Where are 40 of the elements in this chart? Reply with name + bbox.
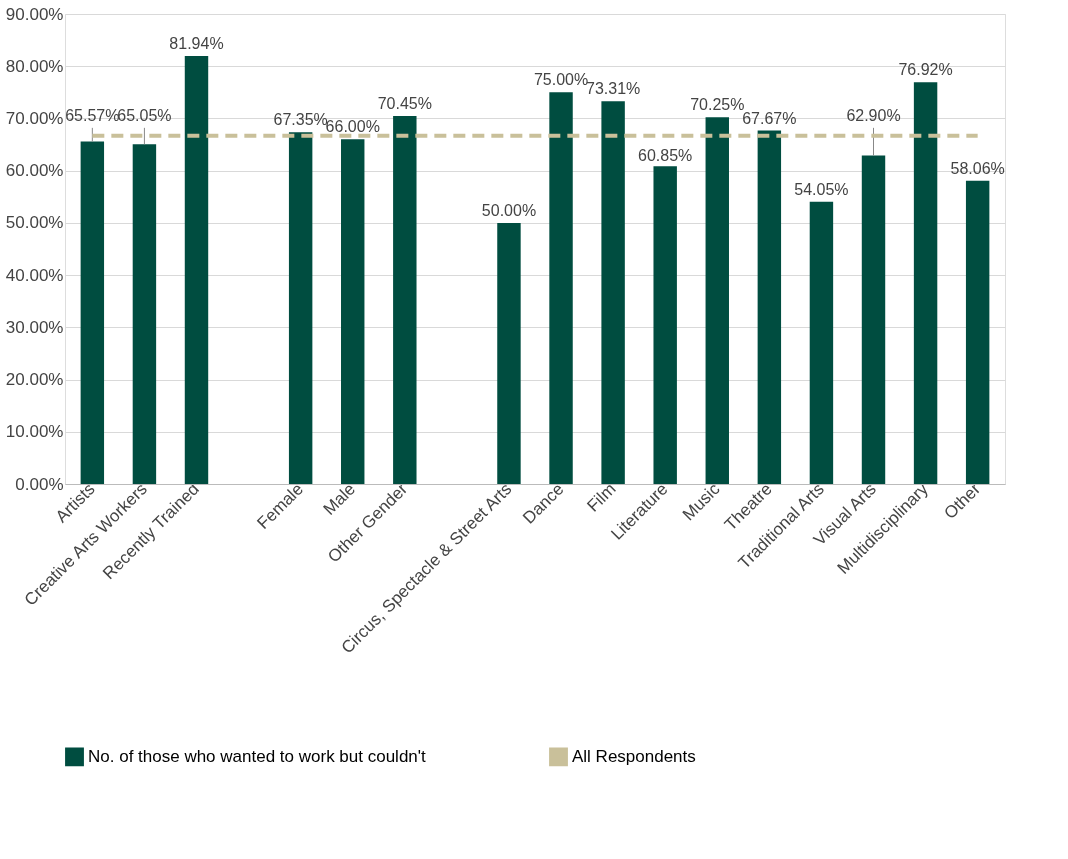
- data-label: 75.00%: [533, 71, 589, 89]
- data-label: 60.85%: [638, 147, 693, 165]
- bar: [653, 166, 677, 484]
- bar: [601, 101, 625, 484]
- y-tick-label: 10.00%: [5, 422, 64, 442]
- y-tick-label: 20.00%: [5, 370, 64, 390]
- bar: [913, 82, 938, 484]
- data-label: 58.06%: [950, 159, 1005, 177]
- bar: [341, 139, 365, 484]
- bar: [80, 141, 105, 484]
- data-label: 65.57%: [65, 106, 120, 124]
- data-label: 62.90%: [846, 106, 901, 124]
- bar: [497, 222, 521, 484]
- y-tick-label: 40.00%: [5, 265, 64, 285]
- bar: [393, 116, 417, 484]
- data-label: 81.94%: [169, 35, 224, 53]
- y-tick-label: 80.00%: [5, 56, 64, 76]
- bar: [809, 201, 834, 484]
- data-label: 67.67%: [742, 109, 797, 127]
- y-tick-label: 90.00%: [5, 4, 64, 24]
- data-label: 70.25%: [690, 96, 745, 114]
- y-tick-label: 60.00%: [5, 161, 64, 181]
- y-tick-label: 30.00%: [5, 317, 64, 337]
- data-label: 54.05%: [794, 180, 849, 198]
- bar: [184, 56, 209, 484]
- bar: [705, 117, 729, 484]
- data-label: 70.45%: [377, 95, 432, 113]
- y-tick-label: 50.00%: [5, 213, 64, 233]
- legend-label: No. of those who wanted to work but couldn't: [88, 746, 427, 766]
- bar: [965, 180, 990, 484]
- data-label: 65.05%: [117, 106, 172, 124]
- data-label: 76.92%: [898, 61, 953, 79]
- y-tick-label: 70.00%: [5, 108, 64, 128]
- data-label: 50.00%: [481, 201, 537, 219]
- bar: [861, 155, 886, 484]
- legend-label: All Respondents: [572, 746, 696, 766]
- bar: [288, 132, 313, 484]
- bar: [132, 144, 157, 484]
- bar: [757, 130, 782, 484]
- bar: [549, 92, 573, 484]
